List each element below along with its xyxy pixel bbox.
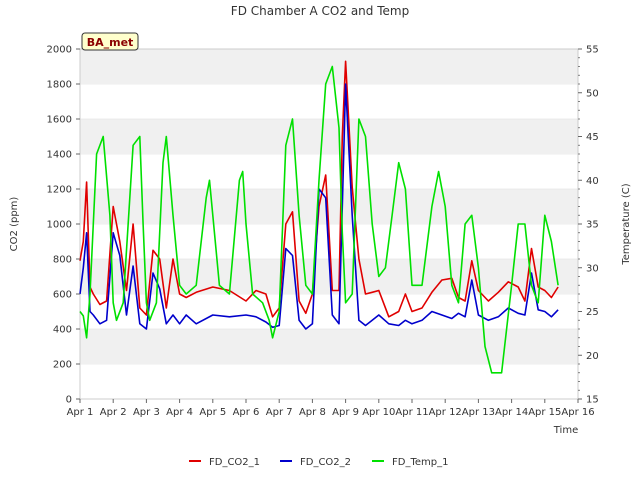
legend-label-fd-temp-1: FD_Temp_1 <box>392 457 448 468</box>
y2-axis-label: Temperature (C) <box>621 183 632 265</box>
y2-tick-label: 55 <box>586 45 599 56</box>
y-tick-label: 400 <box>53 325 72 336</box>
series-line-fd-co2-1 <box>79 60 559 318</box>
y-tick-label: 1200 <box>47 185 72 196</box>
y2-tick-label: 20 <box>586 351 599 362</box>
axes-group: Apr 1 Apr 2 Apr 3 Apr 4 Apr 5 Apr 6 Apr 7 Apr 8… <box>47 45 599 419</box>
y2-tick-label: 35 <box>586 220 599 231</box>
x-axis-label: Time <box>553 425 578 436</box>
x-tick-label: Apr 12 <box>429 407 462 418</box>
x-tick-label: Apr 1 <box>67 407 94 418</box>
site-badge-label: BA_met <box>87 36 134 49</box>
x-tick-label: Apr 8 <box>299 407 326 418</box>
x-tick-label: Apr 14 <box>495 407 528 418</box>
y2-tick-label: 30 <box>586 263 599 274</box>
x-tick-label: Apr 10 <box>362 407 395 418</box>
y-tick-label: 1600 <box>47 115 72 126</box>
y-tick-label: 1400 <box>47 150 72 161</box>
legend-label-fd-co2-1: FD_CO2_1 <box>209 457 260 468</box>
legend: FD_CO2_1 FD_CO2_2 FD_Temp_1 <box>189 457 448 468</box>
y-tick-label: 1000 <box>47 220 72 231</box>
x-tick-label: Apr 15 <box>528 407 561 418</box>
y2-tick-label: 50 <box>586 88 599 99</box>
x-tick-label: Apr 3 <box>133 407 160 418</box>
y-axis-label: CO2 (ppm) <box>9 197 20 252</box>
x-tick-label: Apr 16 <box>561 407 594 418</box>
x-tick-label: Apr 4 <box>166 407 193 418</box>
y2-tick-label: 15 <box>586 395 599 406</box>
x-tick-label: Apr 7 <box>266 407 293 418</box>
y2-tick-label: 45 <box>586 132 599 143</box>
y2-tick-label: 40 <box>586 176 599 187</box>
legend-label-fd-co2-2: FD_CO2_2 <box>300 457 351 468</box>
grid-band <box>80 49 578 84</box>
site-badge: BA_met <box>81 32 139 51</box>
x-tick-label: Apr 9 <box>332 407 359 418</box>
series-group <box>79 60 559 374</box>
y-tick-label: 600 <box>53 290 72 301</box>
x-tick-label: Apr 13 <box>462 407 495 418</box>
x-tick-label: Apr 5 <box>199 407 226 418</box>
y-tick-label: 800 <box>53 255 72 266</box>
x-tick-label: Apr 6 <box>233 407 260 418</box>
y2-tick-label: 25 <box>586 307 599 318</box>
y-tick-label: 0 <box>66 395 72 406</box>
x-tick-label: Apr 2 <box>100 407 127 418</box>
y-tick-label: 200 <box>53 360 72 371</box>
series-line-fd-temp-1 <box>79 65 559 374</box>
grid-band <box>80 189 578 224</box>
site-badge-box <box>81 32 139 51</box>
y-tick-label: 1800 <box>47 80 72 91</box>
grid-band <box>80 329 578 364</box>
chart-title: FD Chamber A CO2 and Temp <box>231 4 409 18</box>
grid-band <box>80 119 578 154</box>
y-tick-label: 2000 <box>47 45 72 56</box>
x-tick-label: Apr 11 <box>395 407 428 418</box>
